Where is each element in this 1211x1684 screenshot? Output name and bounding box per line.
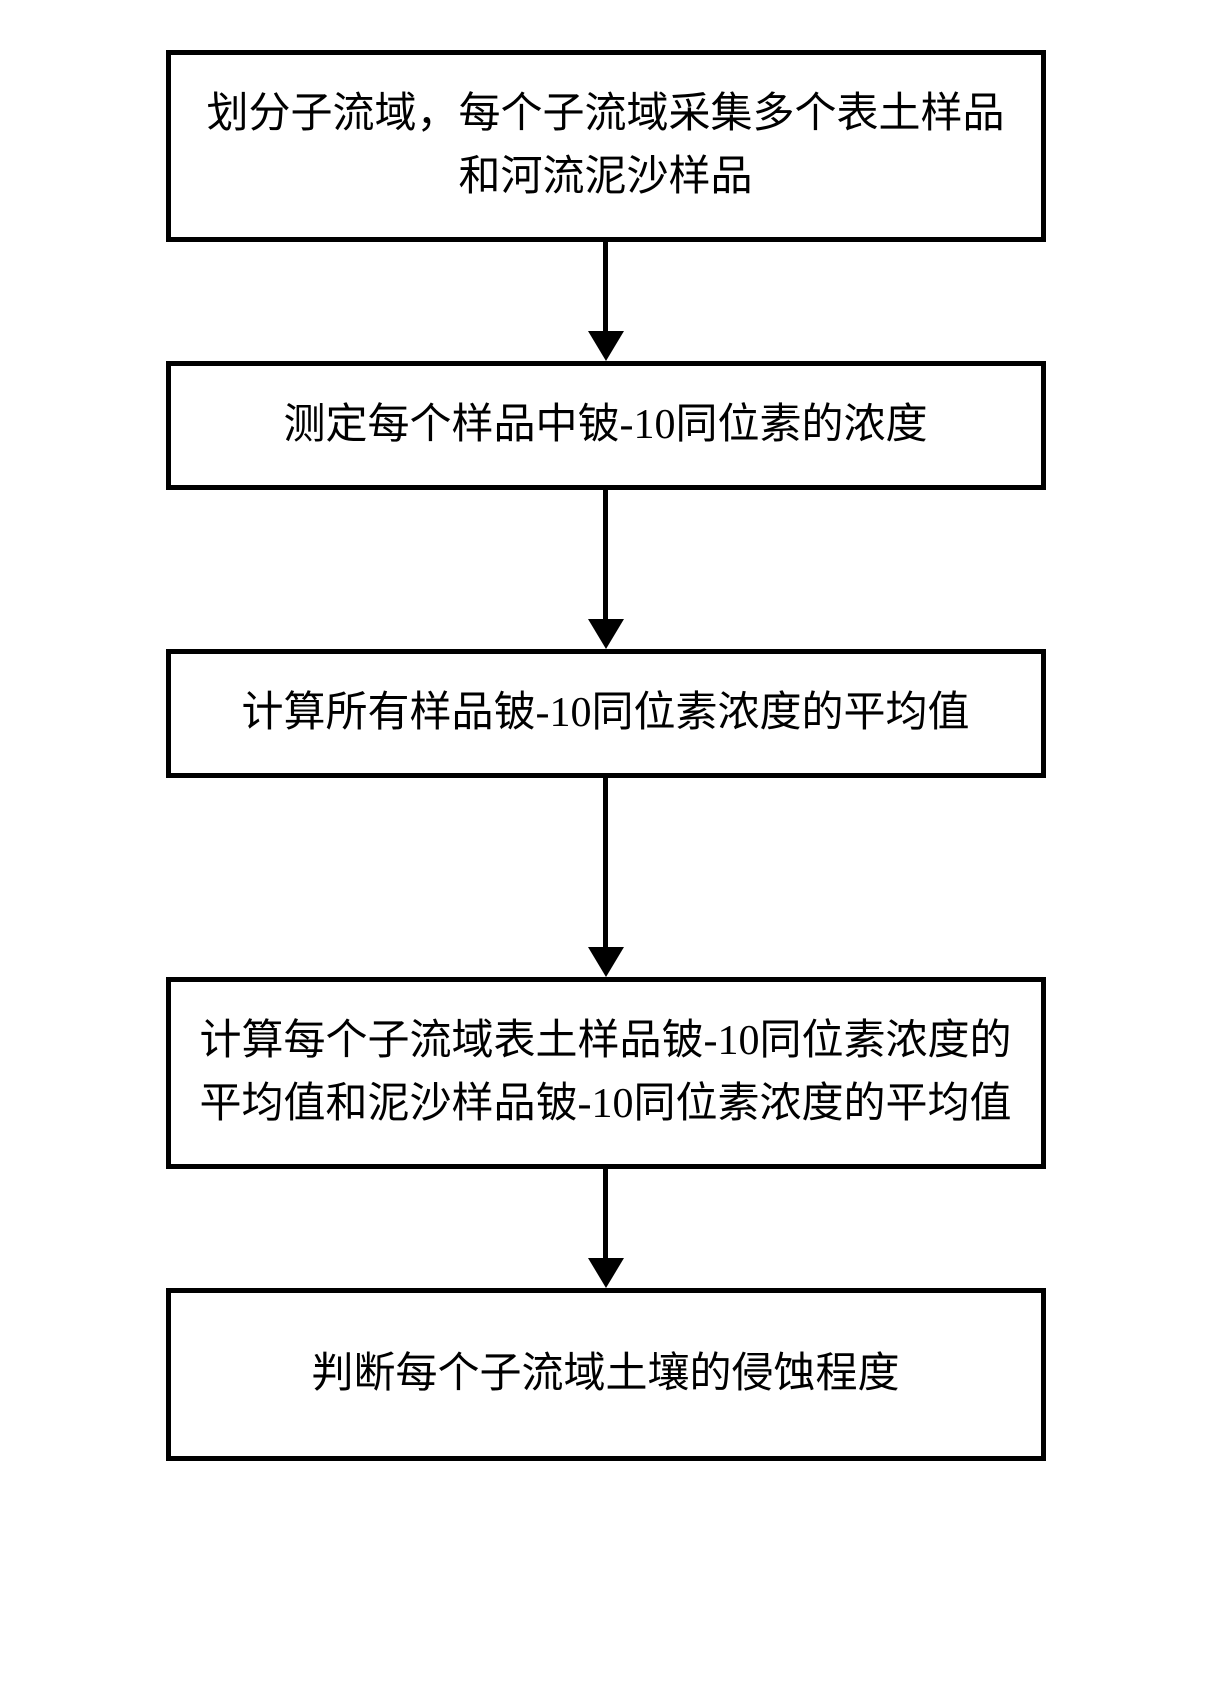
arrow-3 bbox=[588, 778, 624, 977]
step-text: 计算所有样品铍-10同位素浓度的平均值 bbox=[242, 690, 970, 736]
arrow-2 bbox=[588, 490, 624, 649]
flowchart-step-3: 计算所有样品铍-10同位素浓度的平均值 bbox=[166, 649, 1046, 778]
flowchart-step-4: 计算每个子流域表土样品铍-10同位素浓度的平均值和泥沙样品铍-10同位素浓度的平… bbox=[166, 977, 1046, 1169]
arrow-head-icon bbox=[588, 1258, 624, 1288]
flowchart-container: 划分子流域，每个子流域采集多个表土样品和河流泥沙样品 测定每个样品中铍-10同位… bbox=[156, 50, 1056, 1461]
flowchart-step-5: 判断每个子流域土壤的侵蚀程度 bbox=[166, 1288, 1046, 1461]
arrow-line bbox=[603, 242, 608, 332]
arrow-line bbox=[603, 490, 608, 620]
arrow-4 bbox=[588, 1169, 624, 1288]
step-text: 计算每个子流域表土样品铍-10同位素浓度的平均值和泥沙样品铍-10同位素浓度的平… bbox=[200, 1018, 1012, 1127]
arrow-head-icon bbox=[588, 331, 624, 361]
arrow-head-icon bbox=[588, 947, 624, 977]
arrow-head-icon bbox=[588, 619, 624, 649]
step-text: 划分子流域，每个子流域采集多个表土样品和河流泥沙样品 bbox=[206, 91, 1004, 200]
arrow-1 bbox=[588, 242, 624, 361]
flowchart-step-1: 划分子流域，每个子流域采集多个表土样品和河流泥沙样品 bbox=[166, 50, 1046, 242]
flowchart-step-2: 测定每个样品中铍-10同位素的浓度 bbox=[166, 361, 1046, 490]
arrow-line bbox=[603, 778, 608, 948]
arrow-line bbox=[603, 1169, 608, 1259]
step-text: 测定每个样品中铍-10同位素的浓度 bbox=[284, 402, 928, 448]
step-text: 判断每个子流域土壤的侵蚀程度 bbox=[311, 1351, 899, 1397]
